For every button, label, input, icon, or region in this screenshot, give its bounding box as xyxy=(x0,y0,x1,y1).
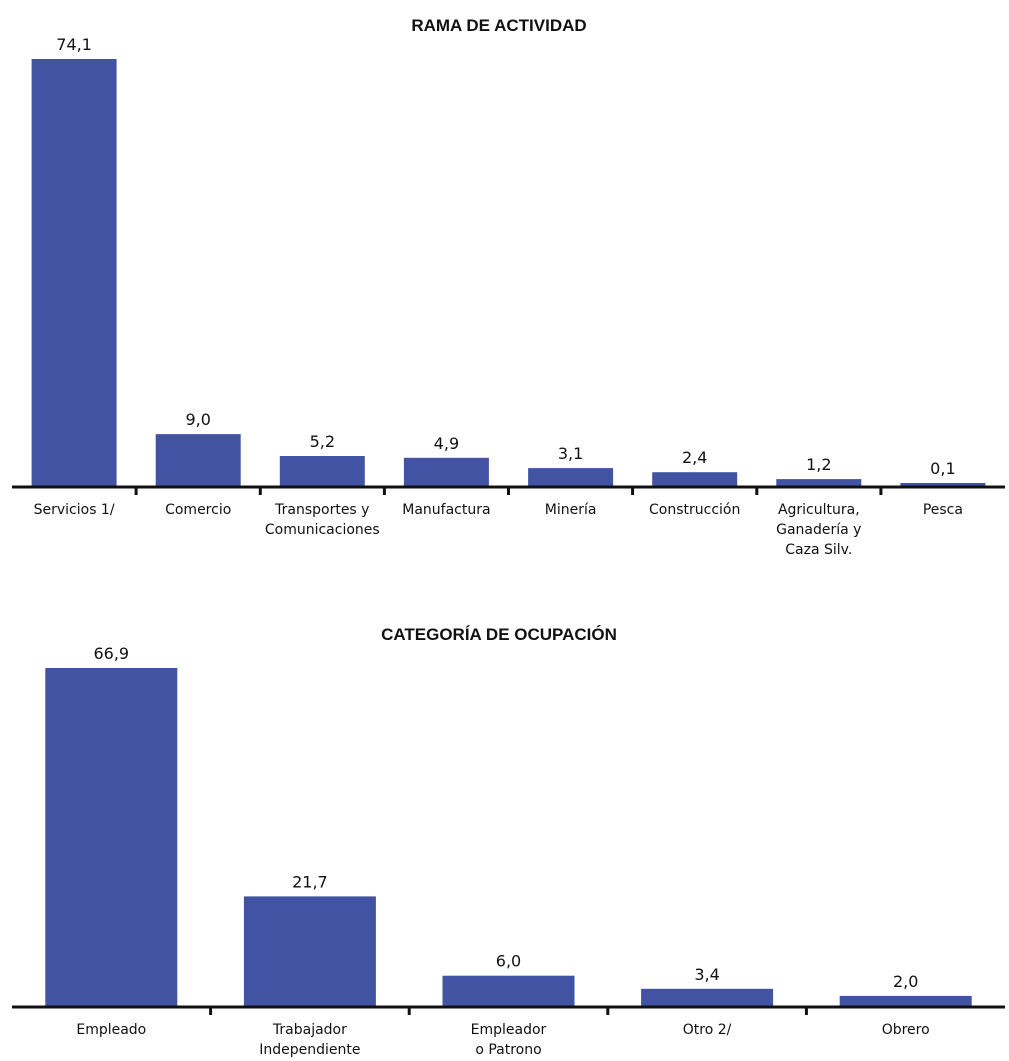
category-label-line: Manufactura xyxy=(402,502,490,518)
category-label: Trabajador Independiente xyxy=(259,1022,360,1058)
category-label: Agricultura, Ganadería y Caza Silv. xyxy=(776,502,861,558)
bar xyxy=(776,479,862,486)
data-label: 0,1 xyxy=(930,459,955,478)
data-label: 9,0 xyxy=(185,410,210,429)
bar xyxy=(155,434,241,486)
bar xyxy=(839,995,972,1006)
category-label: Manufactura xyxy=(402,502,490,518)
chart-rama-de-actividad: RAMA DE ACTIVIDAD 74,1 Servicios 1/9,0 Com… xyxy=(12,16,1005,558)
category-label-line: Minería xyxy=(545,502,597,518)
category-label-line: Caza Silv. xyxy=(785,542,852,558)
category-label-line: Servicios 1/ xyxy=(34,502,115,518)
bar xyxy=(279,456,365,486)
category-label-line: Empleado xyxy=(76,1022,146,1038)
category-label: Comercio xyxy=(165,502,231,518)
category-label-line: Pesca xyxy=(923,502,963,518)
category-label-line: Obrero xyxy=(882,1022,930,1038)
category-label-line: Ganadería y xyxy=(776,522,861,538)
category-label-line: Transportes y xyxy=(274,502,369,518)
category-label-line: Independiente xyxy=(259,1042,360,1058)
category-label: Pesca xyxy=(923,502,963,518)
chart-title: CATEGORÍA DE OCUPACIÓN xyxy=(381,625,617,644)
bar xyxy=(442,975,575,1006)
category-label-line: Comunicaciones xyxy=(265,522,380,538)
bar xyxy=(31,59,117,486)
category-label-line: Agricultura, xyxy=(778,502,860,518)
category-label-line: Construcción xyxy=(649,502,740,518)
data-label: 74,1 xyxy=(56,35,92,54)
chart-categoria-de-ocupacion: CATEGORÍA DE OCUPACIÓN 66,9 Empleado 21,7 T… xyxy=(12,625,1005,1058)
category-label: Obrero xyxy=(882,1022,930,1038)
data-label: 2,0 xyxy=(893,972,918,991)
category-label: Empleado xyxy=(76,1022,146,1038)
data-label: 2,4 xyxy=(682,448,707,467)
data-label: 5,2 xyxy=(310,432,335,451)
bar xyxy=(45,668,178,1006)
bar xyxy=(243,896,376,1006)
category-label: Minería xyxy=(545,502,597,518)
category-label: Otro 2/ xyxy=(683,1022,732,1038)
data-label: 6,0 xyxy=(496,952,521,971)
bar xyxy=(652,472,738,486)
data-label: 66,9 xyxy=(93,644,129,663)
bar xyxy=(900,483,986,486)
category-label-line: o Patrono xyxy=(475,1042,541,1058)
category-label-line: Trabajador xyxy=(272,1022,347,1038)
chart-title: RAMA DE ACTIVIDAD xyxy=(411,16,586,35)
data-label: 1,2 xyxy=(806,455,831,474)
category-label: Empleador o Patrono xyxy=(471,1022,547,1058)
bar xyxy=(403,457,489,486)
category-label: Servicios 1/ xyxy=(34,502,115,518)
category-label: Transportes y Comunicaciones xyxy=(265,502,380,538)
data-label: 3,4 xyxy=(694,965,719,984)
category-label-line: Otro 2/ xyxy=(683,1022,732,1038)
bar xyxy=(528,468,614,486)
category-label-line: Empleador xyxy=(471,1022,547,1038)
data-label: 21,7 xyxy=(292,872,328,891)
bar xyxy=(641,988,774,1006)
category-label: Construcción xyxy=(649,502,740,518)
category-label-line: Comercio xyxy=(165,502,231,518)
data-label: 3,1 xyxy=(558,444,583,463)
data-label: 4,9 xyxy=(434,434,459,453)
